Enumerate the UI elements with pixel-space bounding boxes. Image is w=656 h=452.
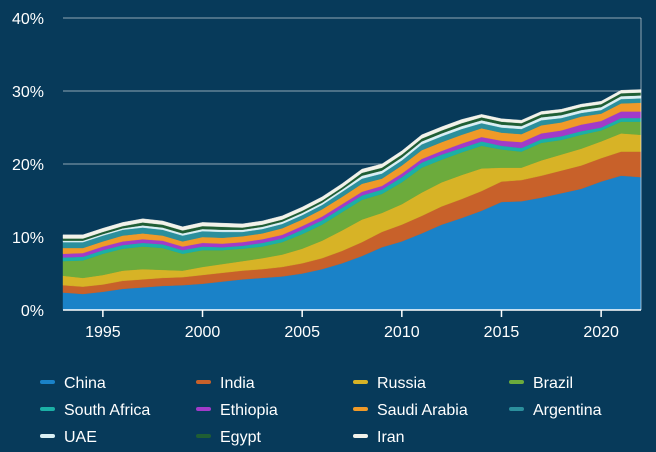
legend-label: India bbox=[220, 375, 255, 392]
x-tick-label: 1995 bbox=[85, 324, 121, 341]
y-axis-ticks: 0% 10% 20% 30% 40% bbox=[12, 11, 44, 320]
y-tick-label: 10% bbox=[12, 230, 44, 247]
x-tick-label: 2005 bbox=[284, 324, 320, 341]
legend-label: UAE bbox=[64, 429, 97, 446]
y-tick-label: 30% bbox=[12, 84, 44, 101]
x-tick-label: 2010 bbox=[384, 324, 420, 341]
x-tick-label: 2020 bbox=[583, 324, 619, 341]
legend-item-ethiopia: Ethiopia bbox=[196, 402, 278, 419]
legend: China India Russia Brazil South Africa Ethiop… bbox=[40, 375, 602, 446]
legend-label: Saudi Arabia bbox=[377, 402, 468, 419]
legend-item-saudi-arabia: Saudi Arabia bbox=[353, 402, 468, 419]
y-tick-label: 40% bbox=[12, 11, 44, 28]
legend-label: Egypt bbox=[220, 429, 261, 446]
x-tick-label: 2015 bbox=[484, 324, 520, 341]
y-tick-label: 20% bbox=[12, 157, 44, 174]
legend-label: Argentina bbox=[533, 402, 602, 419]
legend-label: Ethiopia bbox=[220, 402, 278, 419]
axes bbox=[63, 18, 642, 311]
legend-label: China bbox=[64, 375, 106, 392]
legend-item-brazil: Brazil bbox=[509, 375, 573, 392]
area-series-group bbox=[62, 89, 642, 311]
legend-item-egypt: Egypt bbox=[196, 429, 261, 446]
y-tick-label: 0% bbox=[21, 303, 44, 320]
legend-label: Iran bbox=[377, 429, 405, 446]
legend-item-uae: UAE bbox=[40, 429, 97, 446]
legend-item-argentina: Argentina bbox=[509, 402, 602, 419]
legend-item-south-africa: South Africa bbox=[40, 402, 150, 419]
legend-label: Brazil bbox=[533, 375, 573, 392]
x-axis-ticks: 1995 2000 2005 2010 2015 2020 bbox=[85, 310, 619, 341]
legend-label: Russia bbox=[377, 375, 426, 392]
legend-item-india: India bbox=[196, 375, 255, 392]
legend-item-china: China bbox=[40, 375, 106, 392]
x-tick-label: 2000 bbox=[185, 324, 221, 341]
legend-label: South Africa bbox=[64, 402, 150, 419]
legend-item-russia: Russia bbox=[353, 375, 426, 392]
legend-item-iran: Iran bbox=[353, 429, 405, 446]
